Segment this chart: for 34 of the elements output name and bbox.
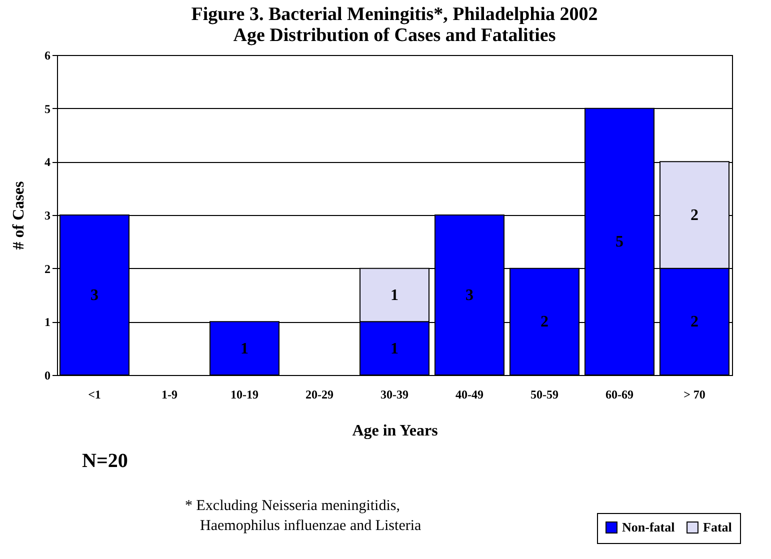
x-tick-label: 50-59: [530, 388, 558, 402]
x-tick-label: 10-19: [230, 388, 258, 402]
x-tick-label: 60-69: [606, 388, 634, 402]
legend-label: Fatal: [703, 520, 732, 535]
y-tick-label: 6: [44, 48, 50, 62]
data-label: 1: [390, 340, 398, 358]
y-tick-label: 5: [44, 102, 50, 116]
text: N=20: [82, 450, 128, 473]
x-tick-label: 30-39: [380, 388, 408, 402]
data-label: 3: [90, 287, 98, 304]
y-tick-label: 4: [44, 155, 50, 170]
data-label: 1: [390, 287, 398, 304]
y-axis-title: # of Cases: [10, 181, 28, 250]
x-tick-label: 1-9: [162, 388, 178, 402]
chart-subtitle: Age Distribution of Cases and Fatalities: [233, 25, 556, 46]
data-label: 3: [466, 287, 474, 304]
data-label: 5: [616, 234, 624, 251]
x-tick-label: 40-49: [456, 388, 484, 402]
data-label: 2: [690, 314, 698, 331]
data-label: 2: [690, 207, 698, 224]
y-tick-label: 1: [44, 315, 50, 330]
y-tick-label: 2: [44, 262, 50, 276]
x-axis-title: Age in Years: [352, 422, 438, 440]
data-label: 2: [540, 314, 548, 331]
y-tick-label: 3: [44, 208, 50, 222]
x-tick-label: > 70: [684, 388, 706, 402]
text: * Excluding Neisseria meningitidis,: [185, 498, 400, 515]
x-tick-label: <1: [88, 388, 101, 402]
text: Haemophilus influenzae and Listeria: [200, 518, 422, 535]
x-tick-label: 20-29: [306, 388, 334, 402]
chart-title: Figure 3. Bacterial Meningitis*, Philadelphia 2002: [191, 4, 598, 25]
data-label: 1: [240, 340, 248, 358]
y-tick-label: 0: [44, 368, 50, 382]
legend-label: Non-fatal: [622, 520, 676, 535]
